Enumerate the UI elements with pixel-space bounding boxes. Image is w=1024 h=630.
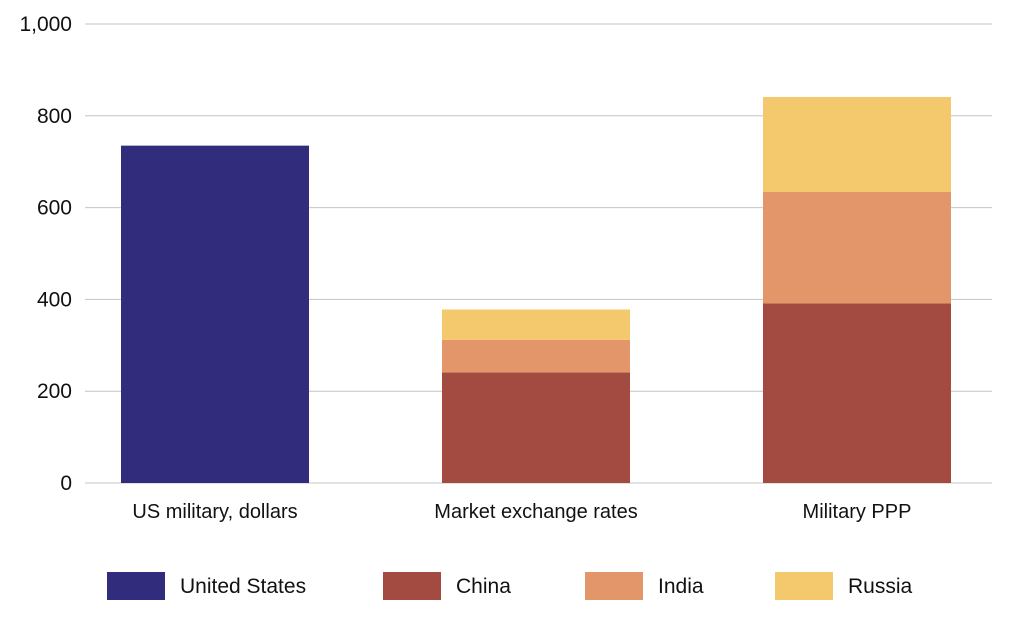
legend-swatch-united-states [107,572,165,600]
x-category-label-3: Military PPP [803,501,912,523]
y-tick-label-1000: 1,000 [19,13,72,36]
bar-india-2 [442,339,630,373]
bar-russia-2 [442,309,630,340]
bars [121,96,951,483]
legend-label-united-states: United States [180,575,306,598]
bar-china-2 [442,372,630,483]
x-axis-category-labels: US military, dollars Market exchange rate… [132,501,911,523]
legend-swatch-china [383,572,441,600]
legend-swatch-india [585,572,643,600]
legend-label-india: India [658,575,704,598]
y-axis-tick-labels: 0 200 400 600 800 1,000 [19,13,72,495]
x-category-label-1: US military, dollars [132,501,297,523]
bar-china-3 [763,303,951,483]
y-tick-label-0: 0 [60,472,72,495]
legend-label-russia: Russia [848,575,913,598]
bar-india-3 [763,191,951,304]
bar-united-states-1 [121,145,309,483]
legend-label-china: China [456,575,511,598]
y-tick-label-400: 400 [37,288,72,311]
y-tick-label-600: 600 [37,197,72,220]
y-tick-label-800: 800 [37,105,72,128]
bar-russia-3 [763,96,951,192]
x-category-label-2: Market exchange rates [434,501,637,523]
legend: United States China India Russia [107,572,913,600]
legend-swatch-russia [775,572,833,600]
y-tick-label-200: 200 [37,380,72,403]
